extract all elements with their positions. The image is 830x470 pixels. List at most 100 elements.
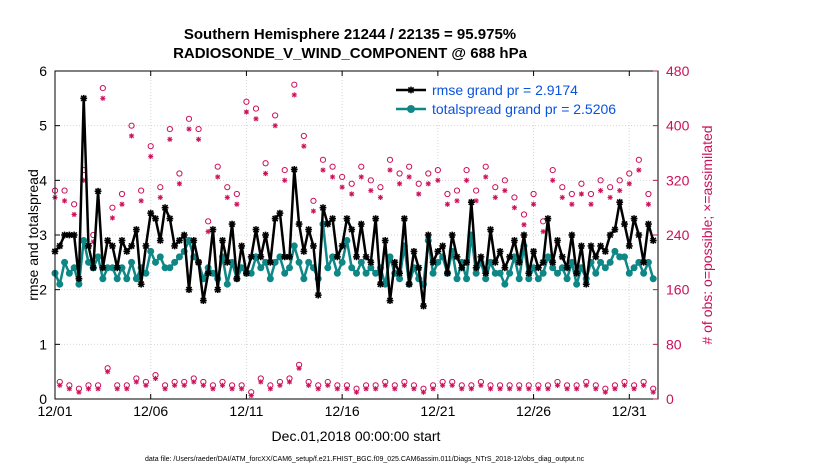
obs-possible-marker — [501, 177, 508, 184]
obs-assimilated-marker — [119, 201, 125, 207]
obs-assimilated-marker — [535, 386, 541, 392]
obs-assimilated-marker — [267, 386, 273, 392]
point-rmse — [601, 248, 609, 255]
obs-assimilated-marker — [478, 382, 484, 388]
obs-assimilated-marker — [645, 201, 652, 207]
obs-assimilated-marker — [181, 382, 187, 388]
obs-possible-marker — [71, 201, 78, 208]
obs-assimilated-marker — [483, 174, 489, 180]
point-rmse — [310, 242, 317, 250]
x-tick-label: 12/11 — [229, 403, 263, 419]
obs-possible-marker — [607, 184, 614, 191]
obs-possible-marker — [453, 187, 461, 194]
obs-assimilated-marker — [578, 191, 585, 197]
point-totalspread — [175, 253, 183, 261]
obs-possible-marker — [262, 160, 269, 167]
obs-assimilated-marker — [416, 191, 422, 197]
point-rmse — [300, 248, 308, 255]
obs-assimilated-marker — [286, 379, 293, 385]
obs-assimilated-marker — [449, 382, 455, 388]
point-rmse — [290, 166, 298, 173]
point-totalspread — [621, 253, 628, 261]
point-totalspread — [539, 269, 547, 277]
obs-assimilated-marker — [641, 382, 647, 388]
obs-assimilated-marker — [195, 136, 202, 142]
obs-assimilated-marker — [229, 386, 235, 392]
point-totalspread — [463, 275, 471, 283]
obs-possible-marker — [224, 184, 231, 191]
obs-assimilated-marker — [76, 389, 82, 395]
obs-assimilated-marker — [353, 389, 360, 395]
point-rmse — [482, 269, 490, 277]
obs-possible-marker — [252, 105, 260, 112]
right-axis-ticks: 0 80 160 240 320 400 480 — [653, 63, 690, 407]
obs-possible-marker — [406, 163, 413, 170]
obs-assimilated-marker — [401, 382, 407, 388]
obs-assimilated-marker — [306, 382, 312, 388]
obs-possible-marker — [377, 184, 384, 191]
obs-assimilated-marker — [396, 181, 403, 187]
point-rmse — [606, 231, 614, 239]
obs-assimilated-marker — [459, 386, 465, 392]
point-rmse — [262, 231, 269, 239]
point-rmse — [381, 237, 389, 244]
legend-swatches — [396, 86, 426, 113]
legend-label-totalspread: totalspread grand pr = 2.5206 — [432, 101, 616, 117]
obs-assimilated-marker — [607, 194, 613, 201]
obs-assimilated-marker — [66, 386, 72, 392]
point-rmse — [444, 269, 451, 277]
point-rmse — [243, 269, 250, 277]
point-rmse — [109, 242, 116, 250]
x-tick-label: 12/31 — [612, 403, 647, 419]
x-axis-label: Dec.01,2018 00:00:00 start — [272, 428, 441, 444]
point-rmse — [563, 264, 571, 272]
point-rmse — [520, 231, 528, 239]
point-rmse — [329, 215, 336, 222]
point-totalspread — [338, 258, 346, 266]
point-totalspread — [496, 269, 504, 277]
obs-assimilated-marker — [454, 198, 460, 204]
obs-possible-marker — [243, 98, 250, 105]
obs-assimilated-marker — [430, 386, 436, 392]
obs-assimilated-marker — [215, 174, 221, 180]
x-tick-label: 12/26 — [516, 403, 551, 419]
obs-possible-marker — [329, 163, 336, 170]
point-rmse — [99, 264, 107, 272]
point-totalspread — [592, 269, 600, 277]
point-totalspread — [128, 258, 136, 266]
point-rmse — [266, 258, 274, 266]
obs-assimilated-marker — [71, 211, 77, 218]
obs-assimilated-marker — [368, 187, 374, 194]
y-tick-label: 0 — [39, 391, 47, 407]
obs-assimilated-marker — [162, 386, 168, 392]
point-rmse — [578, 242, 585, 250]
point-rmse — [391, 258, 399, 266]
obs-assimilated-marker — [100, 95, 106, 101]
obs-assimilated-marker — [363, 386, 369, 392]
obs-assimilated-marker — [554, 382, 561, 388]
legend-marker-rmse — [407, 86, 415, 94]
point-rmse — [420, 302, 427, 310]
point-totalspread — [324, 264, 332, 272]
right-tick-label: 80 — [666, 336, 682, 352]
obs-assimilated-marker — [564, 386, 570, 392]
point-totalspread — [506, 269, 514, 277]
obs-assimilated-marker — [325, 382, 331, 388]
point-totalspread — [453, 275, 461, 283]
point-totalspread — [147, 247, 155, 255]
obs-assimilated-marker — [636, 167, 642, 173]
obs-assimilated-marker — [392, 386, 398, 392]
obs-assimilated-marker — [526, 386, 532, 392]
obs-assimilated-marker — [492, 194, 498, 201]
obs-assimilated-marker — [253, 116, 259, 122]
obs-assimilated-marker — [626, 181, 632, 187]
obs-possible-marker — [616, 177, 623, 184]
point-rmse — [621, 220, 628, 228]
point-rmse — [649, 237, 657, 244]
point-rmse — [142, 242, 150, 250]
legend-label-rmse: rmse grand pr = 2.9174 — [432, 82, 578, 98]
obs-assimilated-marker — [435, 177, 441, 183]
point-totalspread — [554, 269, 561, 277]
obs-possible-marker — [61, 187, 68, 194]
obs-assimilated-marker — [262, 170, 269, 177]
